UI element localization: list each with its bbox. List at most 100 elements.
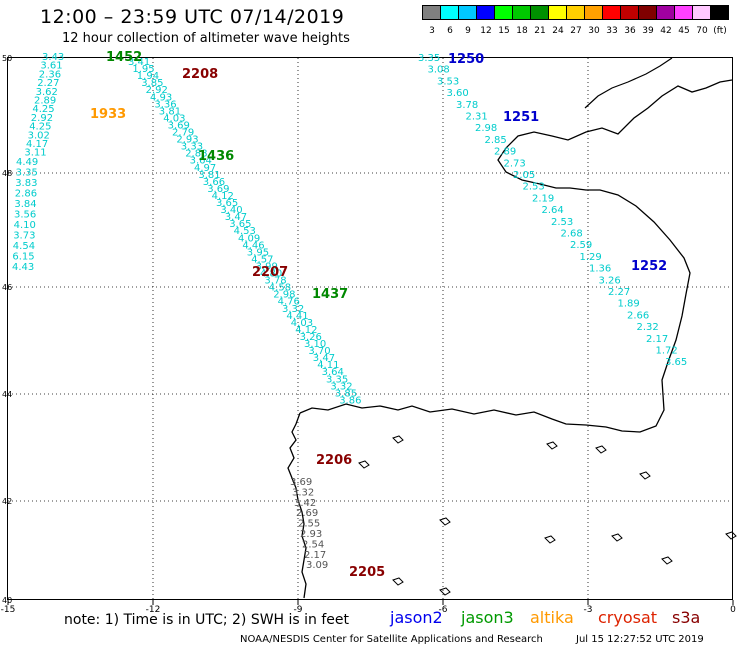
swh-track-b: 1.95 — [132, 64, 154, 75]
pass-time-label: 2207 — [252, 265, 288, 280]
swh-track-c: 2.05 — [513, 170, 535, 181]
swh-track-a: 4.54 — [13, 241, 35, 252]
swh-track-b: 3.95 — [247, 247, 269, 258]
pass-time-label: 1436 — [198, 149, 234, 164]
swh-track-b: 3.26 — [300, 332, 322, 343]
swh-track-b: 4.93 — [150, 92, 172, 103]
swh-track-a: 2.27 — [37, 78, 59, 89]
colorbar-label: 42 — [660, 26, 671, 36]
lat-tick-label: 44 — [2, 390, 12, 399]
swh-track-b: 3.85 — [141, 78, 163, 89]
lat-tick-label: 48 — [2, 169, 12, 178]
color-scale-bar: 3 6 9 12 15 18 21 24 27 30 33 36 39 42 45 70 (ft) — [422, 5, 729, 36]
swh-track-b: 4.97 — [194, 163, 216, 174]
swh-track-a: 3.02 — [28, 130, 50, 141]
swh-track-c: 3.08 — [428, 65, 450, 76]
swh-track-c: 2.66 — [627, 310, 649, 321]
inland-water-outline — [661, 556, 673, 565]
swh-track-c: 1.29 — [580, 252, 602, 263]
swh-track-b: 2.92 — [146, 85, 168, 96]
swh-track-c: 2.64 — [542, 205, 564, 216]
colorbar-label: 15 — [498, 26, 509, 36]
swh-track-a: 3.73 — [13, 231, 35, 242]
swh-track-c: 1.36 — [589, 264, 611, 275]
pass-time-label: 2206 — [316, 453, 352, 468]
inland-water-outline — [439, 517, 451, 526]
swh-track-b: 3.85 — [335, 388, 357, 399]
swh-track-b: 3.65 — [216, 198, 238, 209]
swh-track-c: 1.72 — [656, 346, 678, 357]
swh-track-a: 2.89 — [34, 96, 56, 107]
swh-track-a: 4.25 — [29, 122, 51, 133]
colorbar-label: 45 — [678, 26, 689, 36]
swh-track-b: 4.80 — [260, 269, 282, 280]
swh-track-a: 2.36 — [39, 69, 61, 80]
swh-track-b: 4.57 — [251, 254, 273, 265]
swh-track-c: 3.35 — [418, 53, 440, 64]
swh-track-d: 3.09 — [306, 560, 328, 571]
lon-tick-label: -12 — [146, 605, 161, 615]
swh-track-b: 4.12 — [295, 325, 317, 336]
colorbar-swatch — [710, 5, 729, 20]
swh-track-d: 3.42 — [294, 498, 316, 509]
pass-time-label: 1250 — [448, 52, 484, 67]
swh-track-d: 2.93 — [300, 529, 322, 540]
swh-track-c: 2.73 — [504, 158, 526, 169]
swh-track-d: 2.69 — [296, 508, 318, 519]
swh-track-b: 3.33 — [181, 142, 203, 153]
legend-altika: altika — [530, 608, 574, 627]
swh-track-b: 3.78 — [264, 276, 286, 287]
swh-track-b: 4.41 — [286, 311, 308, 322]
swh-track-b: 1.94 — [137, 71, 159, 82]
inland-water-outline — [544, 535, 556, 544]
inland-water-outline — [725, 531, 737, 540]
swh-track-b: 2.93 — [176, 135, 198, 146]
pass-time-label: 1452 — [106, 50, 142, 65]
colorbar-label: 6 — [447, 26, 453, 36]
swh-track-b: 3.65 — [229, 219, 251, 230]
swh-track-c: 2.89 — [494, 147, 516, 158]
generation-timestamp: Jul 15 12:27:52 UTC 2019 — [576, 634, 704, 645]
footer-note: note: 1) Time is in UTC; 2) SWH is in fe… — [64, 612, 350, 628]
swh-track-b: 3.35 — [326, 374, 348, 385]
swh-track-c: 3.53 — [437, 76, 459, 87]
colorbar-label: 27 — [570, 26, 581, 36]
inland-water-outline — [611, 533, 623, 542]
swh-track-c: 2.17 — [646, 334, 668, 345]
colorbar-label: 30 — [588, 26, 600, 36]
swh-track-c: 2.32 — [637, 322, 659, 333]
lon-tick-label: 0 — [730, 605, 736, 615]
swh-track-a: 2.86 — [15, 189, 37, 200]
swh-track-c: 3.60 — [447, 88, 469, 99]
swh-track-b: 4.11 — [317, 360, 339, 371]
swh-track-d: 2.55 — [298, 519, 320, 530]
swh-track-c: 3.78 — [456, 100, 478, 111]
swh-track-a: 4.17 — [26, 139, 48, 150]
pass-time-label: 2208 — [182, 67, 218, 82]
lat-tick-label: 46 — [2, 283, 12, 292]
swh-track-b: 3.99 — [256, 261, 278, 272]
swh-track-b: 2.98 — [273, 290, 295, 301]
inland-water-outline — [546, 441, 558, 450]
pass-time-label: 1251 — [503, 110, 539, 125]
pass-time-label: 1933 — [90, 107, 126, 122]
swh-track-b: 3.32 — [282, 304, 304, 315]
colorbar-label: 36 — [624, 26, 636, 36]
credit-line: NOAA/NESDIS Center for Satellite Applica… — [240, 634, 543, 645]
swh-track-b: 3.69 — [207, 184, 229, 195]
inland-water-outline — [358, 460, 370, 469]
swh-track-c: 2.59 — [570, 240, 592, 251]
swh-track-b: 3.40 — [220, 205, 242, 216]
colorbar-label: 12 — [480, 26, 491, 36]
colorbar-label: (ft) — [713, 26, 727, 36]
coastline-north — [584, 57, 673, 109]
swh-track-b: 4.03 — [163, 113, 185, 124]
swh-track-b: 3.47 — [225, 212, 247, 223]
colorbar-label: 3 — [429, 26, 435, 36]
lat-tick-label: 40 — [2, 596, 12, 605]
lon-tick-label: -9 — [294, 605, 303, 615]
swh-track-a: 3.35 — [16, 168, 38, 179]
swh-track-b: 3.86 — [339, 395, 361, 406]
swh-track-c: 2.53 — [551, 217, 573, 228]
